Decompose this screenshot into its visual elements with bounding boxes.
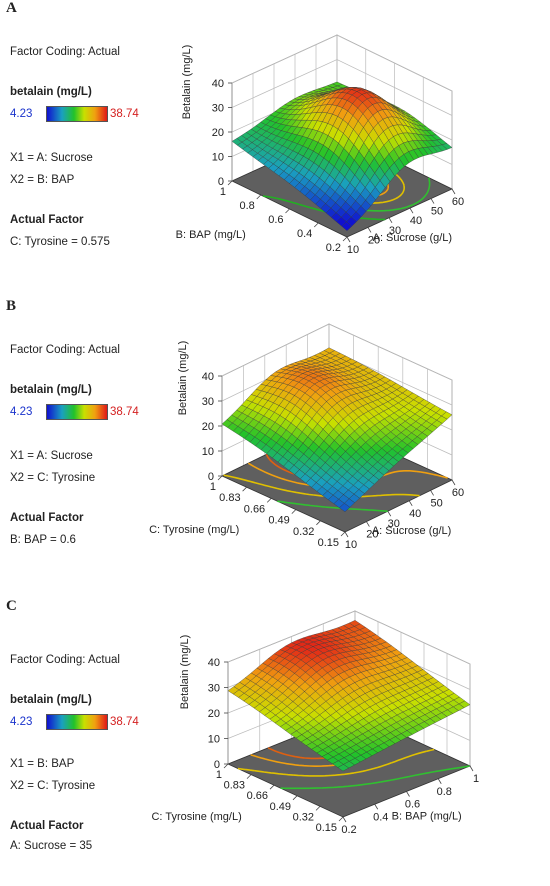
z-tick-label: 20 xyxy=(202,421,214,433)
left-axis-tick-label: 0.8 xyxy=(239,200,254,212)
z-tick-label: 10 xyxy=(202,446,214,458)
right-axis-tick xyxy=(343,817,346,822)
right-axis-tick xyxy=(431,490,434,495)
left-axis-tick xyxy=(228,181,232,185)
left-axis-tick xyxy=(343,237,347,241)
left-axis-tick xyxy=(339,817,343,821)
z-tick-label: 10 xyxy=(208,734,220,746)
right-axis-tick-label: 60 xyxy=(452,487,464,499)
left-axis-tick xyxy=(243,487,247,491)
right-axis-tick xyxy=(431,199,434,204)
z-tick-label: 40 xyxy=(208,657,220,669)
left-axis-tick xyxy=(314,223,318,227)
right-axis-tick xyxy=(368,227,371,232)
z-tick-label: 30 xyxy=(202,396,214,408)
z-tick-label: 20 xyxy=(208,708,220,720)
left-axis-label: C: Tyrosine (mg/L) xyxy=(149,524,239,536)
right-axis-tick xyxy=(470,766,473,771)
right-axis-tick xyxy=(389,218,392,223)
right-axis-tick xyxy=(452,189,455,194)
z-tick-label: 40 xyxy=(202,371,214,383)
left-axis-tick xyxy=(316,521,320,525)
right-axis-tick-label: 10 xyxy=(345,539,357,551)
right-axis-tick-label: 10 xyxy=(347,244,359,256)
z-tick-label: 20 xyxy=(212,127,224,139)
left-axis-tick xyxy=(257,195,261,199)
left-axis-label: B: BAP (mg/L) xyxy=(176,229,246,241)
left-axis-tick-label: 0.32 xyxy=(293,526,314,538)
panel-c: C Factor Coding: Actual betalain (mg/L) … xyxy=(0,598,550,886)
z-axis-label: Betalain (mg/L) xyxy=(181,45,193,120)
left-axis-tick-label: 0.66 xyxy=(244,503,265,515)
panel-a: A Factor Coding: Actual betalain (mg/L) … xyxy=(0,0,550,288)
left-axis-tick-label: 0.83 xyxy=(224,780,245,792)
z-tick-label: 10 xyxy=(212,152,224,164)
left-axis-tick-label: 1 xyxy=(210,481,216,493)
right-axis-tick xyxy=(410,208,413,213)
right-axis-tick-label: 0.8 xyxy=(437,786,452,798)
right-axis-tick xyxy=(375,804,378,809)
panel-b: B Factor Coding: Actual betalain (mg/L) … xyxy=(0,298,550,586)
right-axis-tick xyxy=(388,511,391,516)
right-axis-tick xyxy=(407,792,410,797)
left-axis-label: C: Tyrosine (mg/L) xyxy=(151,811,241,823)
right-axis-tick-label: 40 xyxy=(409,508,421,520)
right-axis-tick-label: 0.2 xyxy=(341,824,356,836)
right-axis-tick-label: 50 xyxy=(431,206,443,218)
left-axis-tick xyxy=(218,476,222,480)
left-axis-tick-label: 1 xyxy=(216,769,222,781)
right-axis-tick-label: 0.6 xyxy=(405,799,420,811)
left-axis-tick-label: 0.83 xyxy=(219,492,240,504)
right-axis-tick-label: 1 xyxy=(473,773,479,785)
right-axis-tick-label: 50 xyxy=(430,497,442,509)
z-tick-label: 40 xyxy=(212,78,224,90)
left-axis-tick-label: 0.15 xyxy=(316,822,337,834)
right-axis-tick xyxy=(438,779,441,784)
left-axis-tick-label: 0.49 xyxy=(270,801,291,813)
left-axis-tick xyxy=(316,806,320,810)
right-axis-tick xyxy=(452,480,455,485)
left-axis-tick-label: 0.6 xyxy=(268,214,283,226)
left-axis-tick-label: 1 xyxy=(220,186,226,198)
right-axis-tick xyxy=(409,501,412,506)
z-axis-label: Betalain (mg/L) xyxy=(179,635,191,710)
left-axis-tick-label: 0.49 xyxy=(268,515,289,527)
right-axis-tick xyxy=(366,522,369,527)
left-axis-tick-label: 0.66 xyxy=(247,790,268,802)
z-axis-label: Betalain (mg/L) xyxy=(177,341,189,416)
left-axis-tick xyxy=(292,510,296,514)
z-tick-label: 30 xyxy=(212,103,224,115)
left-axis-tick-label: 0.15 xyxy=(318,537,339,549)
right-axis-label: A: Sucrose (g/L) xyxy=(373,232,452,244)
left-axis-tick xyxy=(224,764,228,768)
left-axis-tick xyxy=(270,785,274,789)
left-axis-tick xyxy=(293,796,297,800)
right-axis-tick xyxy=(345,532,348,537)
right-axis-label: A: Sucrose (g/L) xyxy=(372,525,451,537)
right-axis-label: B: BAP (mg/L) xyxy=(392,810,462,822)
left-axis-tick xyxy=(267,498,271,502)
right-axis-tick-label: 40 xyxy=(410,215,422,227)
right-axis-tick xyxy=(347,237,350,242)
right-axis-tick-label: 60 xyxy=(452,196,464,208)
z-tick-label: 30 xyxy=(208,683,220,695)
left-axis-tick xyxy=(286,209,290,213)
left-axis-tick-label: 0.32 xyxy=(293,811,314,823)
right-axis-tick-label: 0.4 xyxy=(373,811,388,823)
left-axis-tick xyxy=(247,775,251,779)
left-axis-tick-label: 0.4 xyxy=(297,228,312,240)
left-axis-tick-label: 0.2 xyxy=(326,242,341,254)
left-axis-tick xyxy=(341,532,345,536)
